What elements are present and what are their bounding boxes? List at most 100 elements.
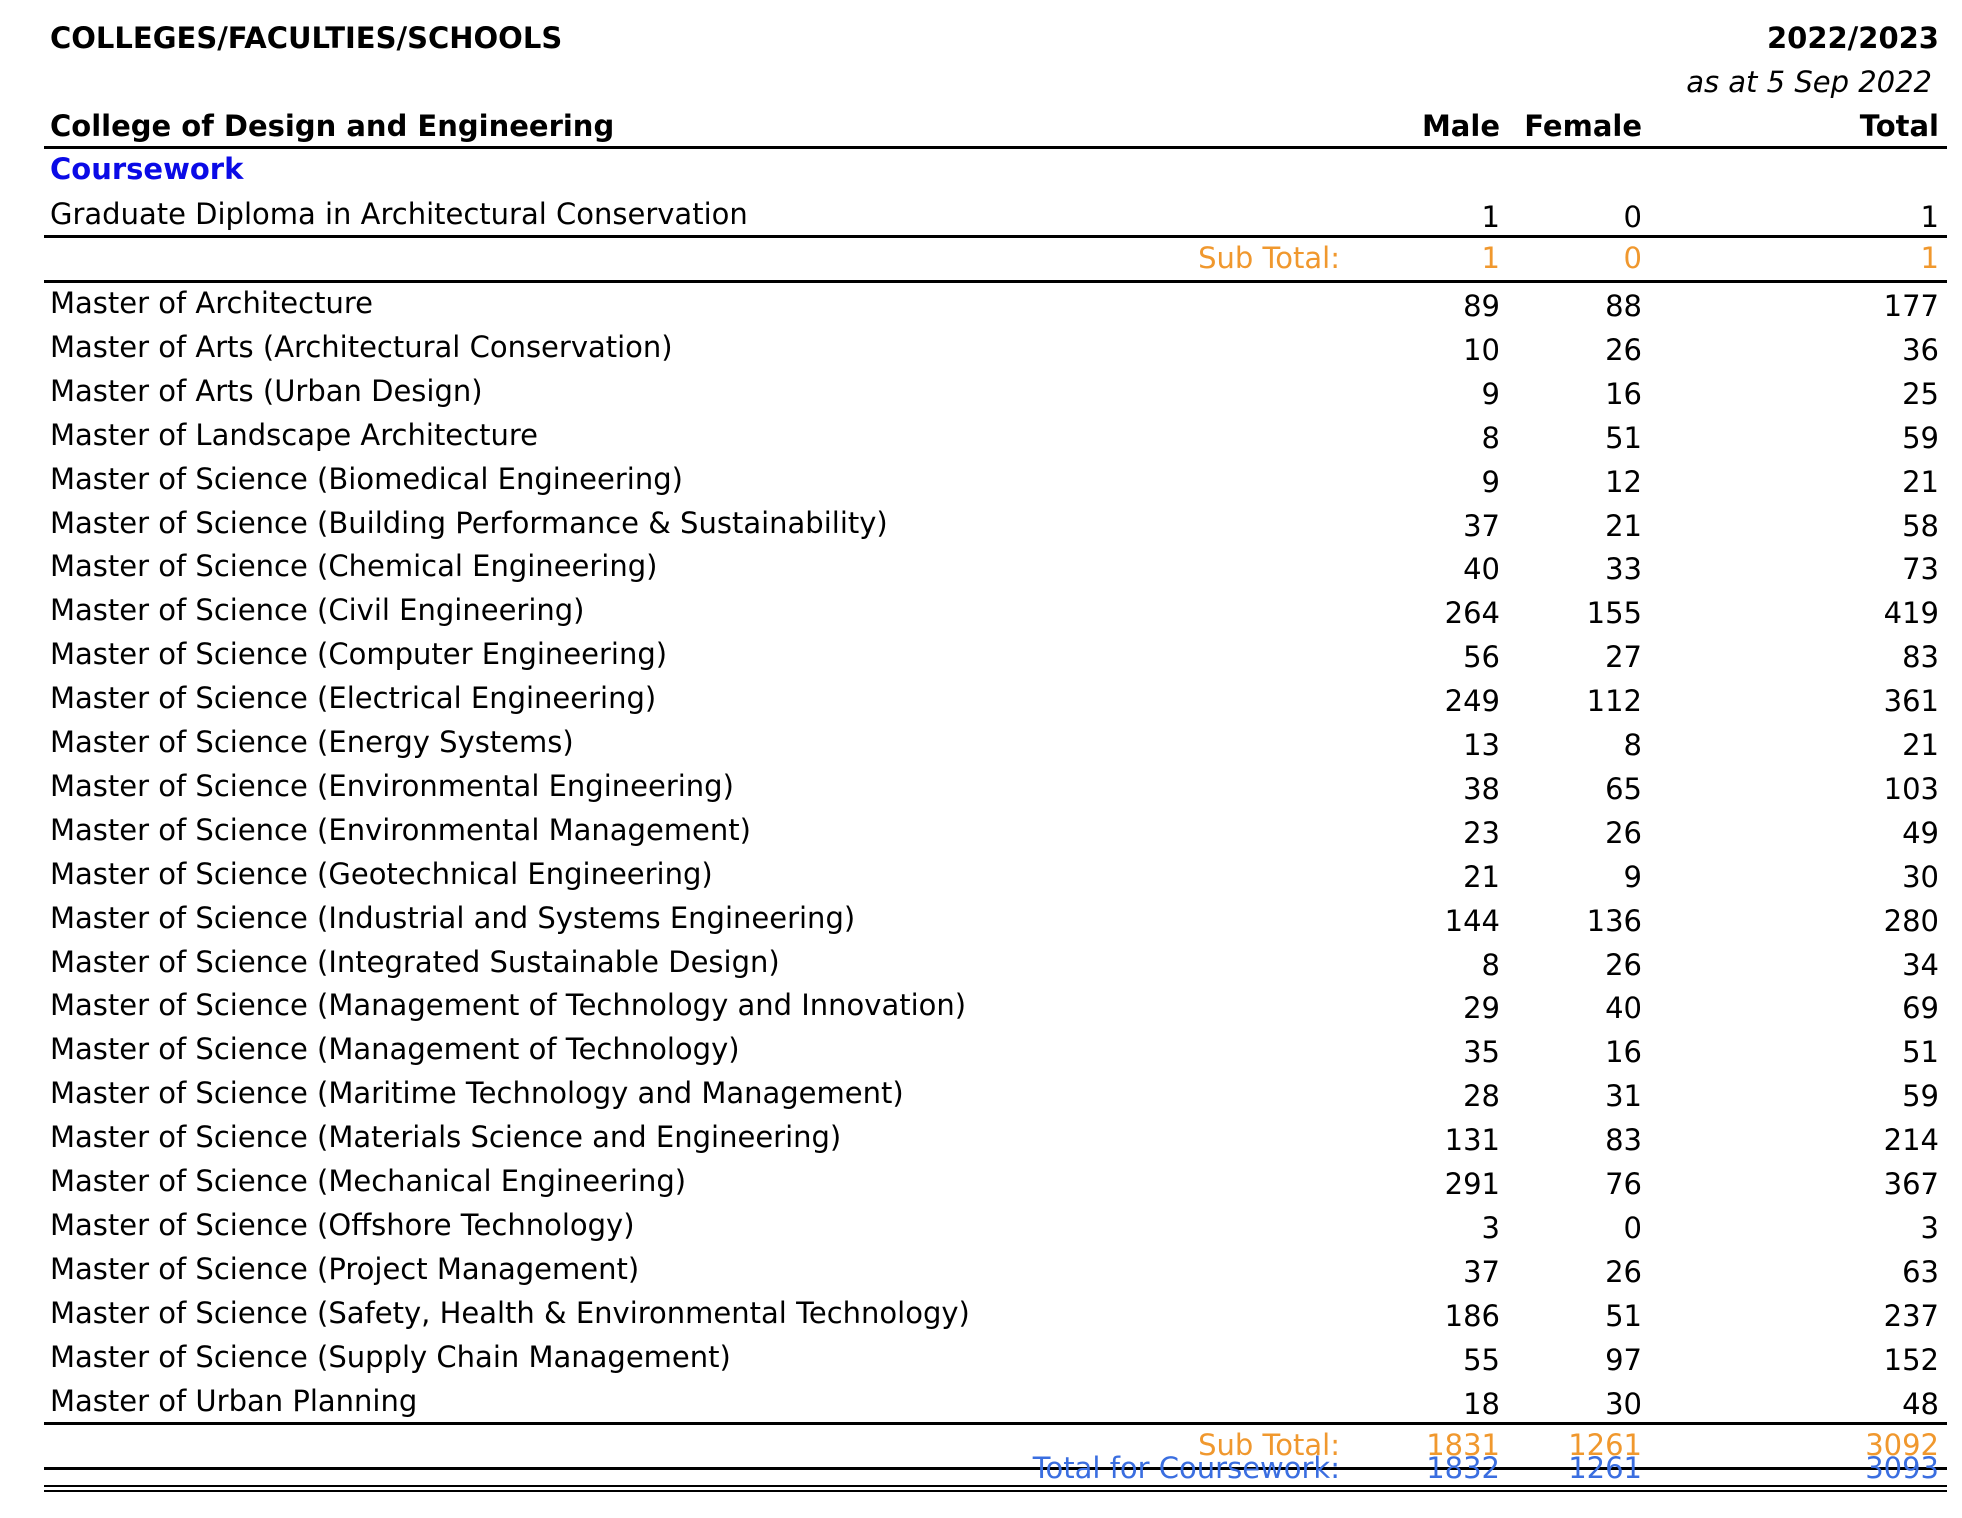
count-cell: 59	[1902, 1079, 1939, 1114]
count-cell: 9	[1623, 859, 1642, 894]
count-cell: 25	[1902, 376, 1939, 411]
count-cell: 31	[1605, 1079, 1642, 1114]
count-cell: 280	[1883, 903, 1939, 938]
count-cell: 49	[1902, 815, 1939, 850]
count-cell: 9	[1481, 376, 1500, 411]
programme-name: Master of Science (Supply Chain Manageme…	[50, 1339, 731, 1374]
count-cell: 35	[1463, 1035, 1500, 1070]
rule	[44, 280, 1947, 283]
count-cell: 3	[1481, 1210, 1500, 1245]
count-cell: 36	[1902, 332, 1939, 367]
count-cell: 1	[1481, 200, 1500, 234]
count-cell: 55	[1463, 1342, 1500, 1377]
count-cell: 361	[1883, 684, 1939, 719]
subtotal-label: Sub Total:	[1198, 241, 1340, 275]
count-cell: 40	[1463, 552, 1500, 587]
count-cell: 237	[1883, 1298, 1939, 1333]
count-cell: 13	[1463, 728, 1500, 762]
count-cell: 16	[1605, 1035, 1642, 1070]
subtotal-cell: 1261	[1568, 1427, 1642, 1462]
count-cell: 97	[1605, 1342, 1642, 1377]
count-cell: 40	[1605, 991, 1642, 1026]
count-cell: 23	[1463, 815, 1500, 850]
count-cell: 419	[1883, 596, 1939, 631]
count-cell: 103	[1883, 771, 1939, 806]
count-cell: 26	[1605, 815, 1642, 850]
count-cell: 88	[1605, 289, 1642, 323]
count-cell: 59	[1902, 420, 1939, 455]
count-cell: 16	[1605, 376, 1642, 411]
count-cell: 10	[1463, 332, 1500, 367]
count-cell: 83	[1902, 640, 1939, 675]
count-cell: 33	[1605, 552, 1642, 587]
count-cell: 63	[1902, 1254, 1939, 1289]
programme-name: Master of Science (Management of Technol…	[50, 1032, 740, 1067]
rule	[44, 1484, 1947, 1487]
programme-name: Master of Science (Project Management)	[50, 1251, 640, 1286]
subtotal-cell: 1831	[1426, 1427, 1500, 1462]
count-cell: 12	[1605, 464, 1642, 499]
programme-name: Master of Science (Materials Science and…	[50, 1120, 842, 1155]
count-cell: 30	[1605, 1386, 1642, 1421]
programme-name: Master of Science (Integrated Sustainabl…	[50, 944, 780, 979]
count-cell: 28	[1463, 1079, 1500, 1114]
college-name: College of Design and Engineering	[50, 109, 615, 143]
count-cell: 136	[1586, 903, 1642, 938]
rule	[44, 1466, 1947, 1470]
count-cell: 155	[1586, 596, 1642, 631]
total-label: Total for Coursework:	[1032, 1450, 1340, 1485]
total-cell: 1832	[1426, 1450, 1500, 1485]
programme-name: Master of Science (Environmental Enginee…	[50, 768, 734, 803]
count-cell: 144	[1444, 903, 1500, 938]
count-cell: 34	[1902, 947, 1939, 982]
count-cell: 8	[1481, 420, 1500, 455]
programme-name: Master of Science (Safety, Health & Envi…	[50, 1295, 970, 1330]
count-cell: 21	[1902, 728, 1939, 762]
rule	[44, 235, 1947, 238]
count-cell: 30	[1902, 859, 1939, 894]
programme-name: Master of Urban Planning	[50, 1383, 418, 1418]
programme-name: Master of Science (Biomedical Engineerin…	[50, 461, 683, 496]
count-cell: 1	[1920, 200, 1939, 234]
subtotal-cell: 0	[1623, 241, 1642, 275]
programme-name: Graduate Diploma in Architectural Conser…	[50, 197, 748, 231]
count-cell: 51	[1605, 420, 1642, 455]
count-cell: 264	[1444, 596, 1500, 631]
count-cell: 8	[1481, 947, 1500, 982]
count-cell: 9	[1481, 464, 1500, 499]
count-cell: 21	[1902, 464, 1939, 499]
count-cell: 112	[1586, 684, 1642, 719]
count-cell: 37	[1463, 508, 1500, 543]
count-cell: 367	[1883, 1167, 1939, 1201]
count-cell: 214	[1883, 1123, 1939, 1158]
count-cell: 291	[1444, 1167, 1500, 1201]
count-cell: 58	[1902, 508, 1939, 543]
column-header: Female	[1524, 109, 1642, 143]
count-cell: 152	[1883, 1342, 1939, 1377]
count-cell: 69	[1902, 991, 1939, 1026]
section-heading: Coursework	[50, 152, 244, 186]
count-cell: 37	[1463, 1254, 1500, 1289]
rule	[44, 1489, 1947, 1492]
programme-name: Master of Architecture	[50, 286, 373, 320]
count-cell: 89	[1463, 289, 1500, 323]
programme-name: Master of Science (Maritime Technology a…	[50, 1076, 904, 1111]
count-cell: 18	[1463, 1386, 1500, 1421]
programme-name: Master of Science (Chemical Engineering)	[50, 549, 658, 584]
subtotal-cell: 1	[1481, 241, 1500, 275]
rule	[44, 146, 1947, 149]
count-cell: 26	[1605, 332, 1642, 367]
count-cell: 21	[1605, 508, 1642, 543]
as-at-date: as at 5 Sep 2022	[1686, 65, 1932, 99]
subtotal-label: Sub Total:	[1198, 1427, 1340, 1462]
count-cell: 76	[1605, 1167, 1642, 1201]
count-cell: 48	[1902, 1386, 1939, 1421]
count-cell: 3	[1920, 1210, 1939, 1245]
programme-name: Master of Science (Building Performance …	[50, 505, 888, 540]
count-cell: 26	[1605, 1254, 1642, 1289]
count-cell: 249	[1444, 684, 1500, 719]
count-cell: 56	[1463, 640, 1500, 675]
count-cell: 26	[1605, 947, 1642, 982]
subtotal-cell: 3092	[1865, 1427, 1939, 1462]
